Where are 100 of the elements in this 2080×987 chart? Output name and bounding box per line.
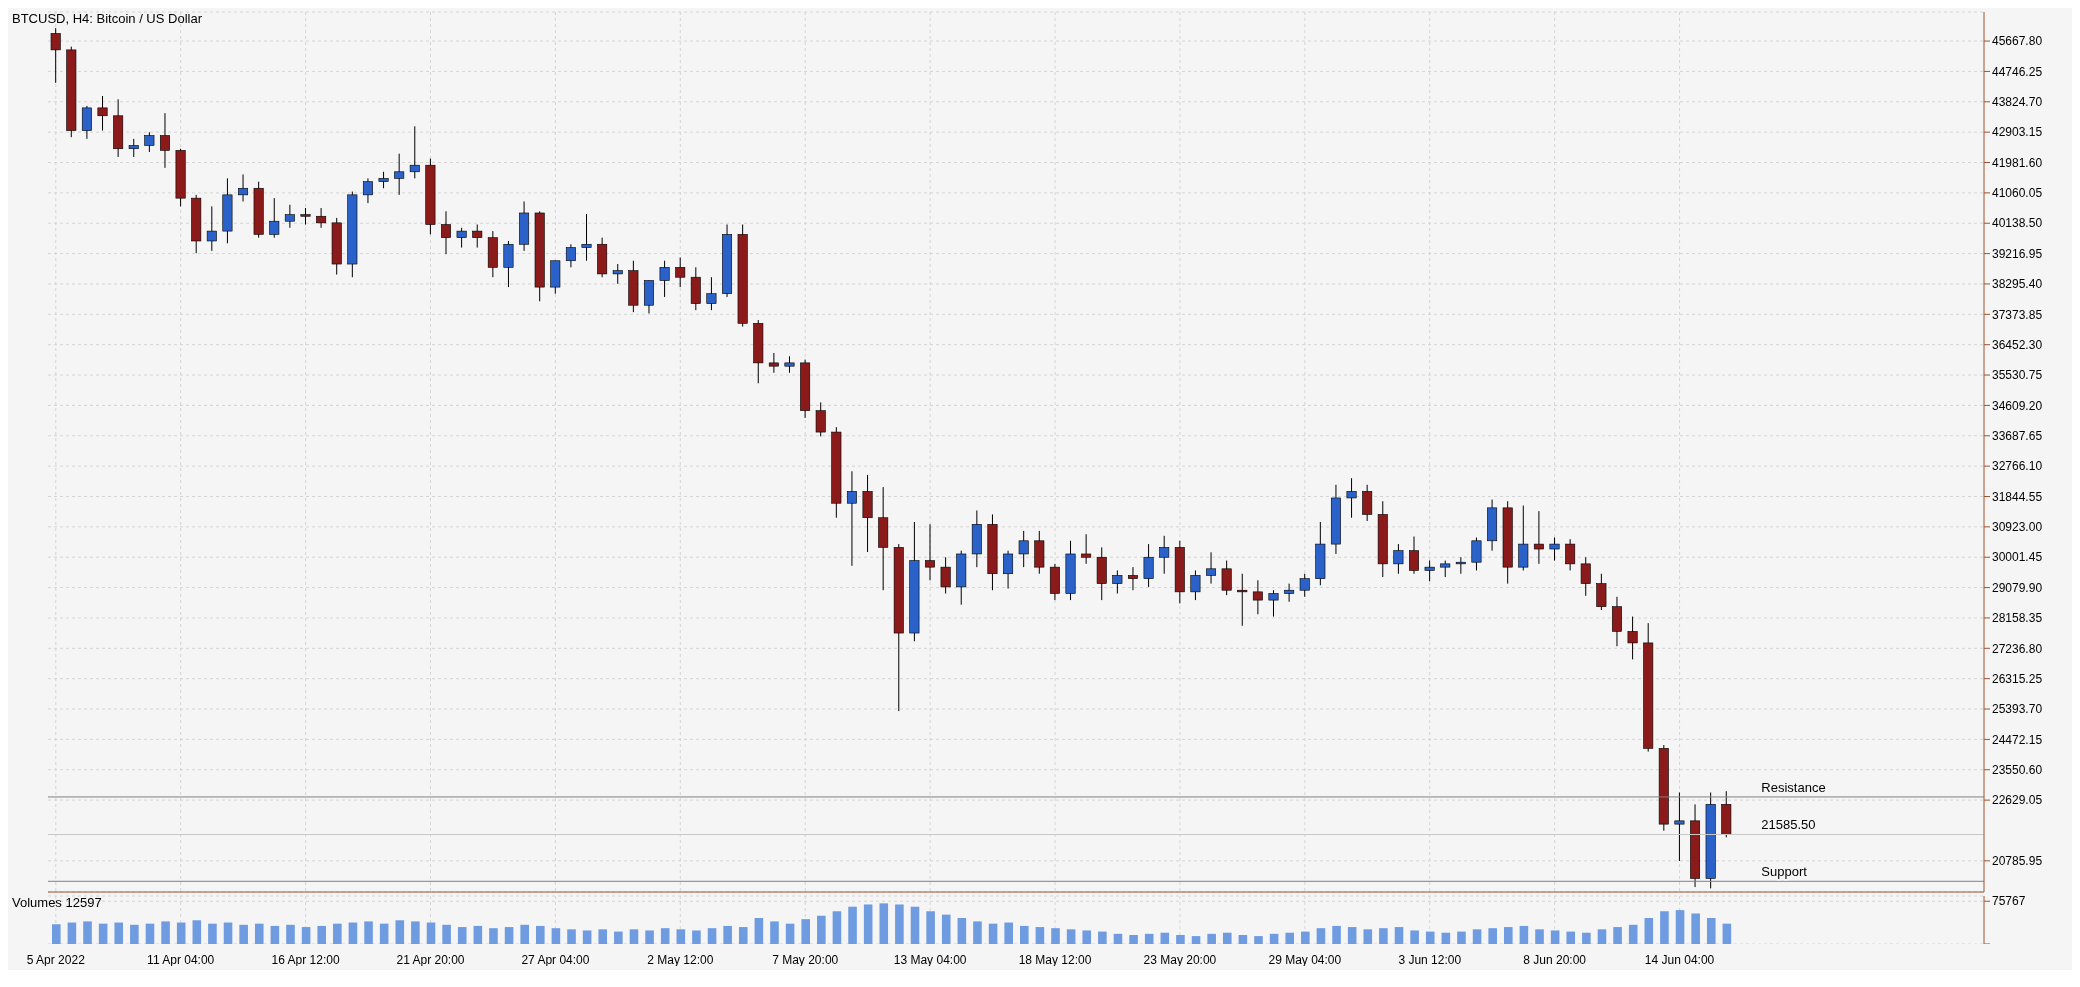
bar — [1394, 927, 1404, 944]
candlestick — [1159, 535, 1170, 575]
bar — [1332, 925, 1341, 944]
candlestick — [1143, 543, 1154, 588]
candlestick — [706, 276, 717, 311]
candlestick — [97, 95, 108, 132]
candlestick — [1424, 560, 1435, 582]
bar — [1488, 928, 1497, 944]
candlestick — [846, 470, 857, 567]
bar — [1597, 929, 1607, 944]
bar — [676, 929, 686, 944]
bar — [941, 914, 951, 944]
candlestick — [1284, 583, 1295, 603]
bar — [1660, 911, 1669, 944]
candlestick — [1299, 573, 1310, 598]
x-tick-label: 2 May 12:00 — [647, 953, 714, 967]
bar — [395, 920, 405, 944]
bar — [832, 911, 842, 944]
bar — [582, 930, 592, 944]
ref-line-label: 21585.50 — [1761, 817, 1816, 833]
bar — [1410, 930, 1419, 944]
candlestick — [1627, 616, 1638, 660]
bar — [1582, 932, 1591, 944]
y-tick-label: 37373.85 — [1992, 307, 2043, 322]
ref-line-label: Resistance — [1761, 779, 1826, 795]
y-tick-label: 25393.70 — [1992, 702, 2043, 717]
bar — [660, 928, 670, 944]
candlestick — [503, 240, 514, 288]
bar — [723, 925, 732, 944]
bar — [114, 922, 124, 944]
candlestick — [1518, 505, 1529, 571]
candlestick — [284, 204, 295, 229]
bar — [333, 923, 342, 944]
candlestick — [50, 27, 61, 84]
y-tick-label: 43824.70 — [1992, 95, 2043, 110]
y-tick-label: 33687.65 — [1992, 429, 2043, 444]
chart-title: Volumes 12597 — [12, 895, 102, 910]
candlestick — [238, 173, 249, 202]
bar — [83, 921, 92, 944]
bar — [598, 929, 608, 944]
candlestick — [81, 105, 92, 140]
candlestick — [1549, 537, 1560, 562]
x-tick-label: 23 May 20:00 — [1143, 953, 1217, 967]
y-tick-label: 32766.10 — [1992, 459, 2043, 474]
bar — [364, 921, 373, 944]
bar — [379, 923, 389, 944]
y-tick-label: 29079.90 — [1992, 580, 2043, 595]
bar — [1628, 924, 1638, 944]
bar — [692, 930, 701, 944]
candlestick — [612, 263, 623, 285]
bar — [1098, 931, 1107, 944]
bar — [707, 928, 717, 944]
bar — [1347, 927, 1357, 944]
bar — [1113, 933, 1123, 944]
bar — [411, 921, 420, 944]
y-tick-label: 41060.05 — [1992, 186, 2043, 201]
y-tick-label: 38295.40 — [1992, 277, 2043, 292]
candlestick — [581, 213, 592, 262]
bar — [1129, 934, 1138, 944]
bar — [770, 921, 779, 944]
bar — [1035, 927, 1045, 944]
candlestick — [394, 153, 405, 196]
y-tick-label: 75767 — [1992, 894, 2026, 909]
candlestick — [1206, 551, 1217, 585]
bar — [286, 924, 295, 944]
bar — [738, 927, 748, 944]
x-tick-label: 13 May 04:00 — [893, 953, 967, 967]
y-tick-label: 20785.95 — [1992, 854, 2043, 869]
candlestick — [940, 556, 951, 595]
y-tick-label: 26315.25 — [1992, 671, 2043, 686]
candlestick — [1081, 533, 1092, 565]
bar — [317, 925, 327, 944]
candlestick — [144, 131, 155, 153]
candlestick — [675, 256, 686, 288]
bar — [52, 924, 61, 944]
candlestick — [1127, 566, 1138, 591]
bar — [785, 923, 795, 944]
bar — [176, 922, 186, 944]
bar — [895, 904, 904, 944]
bar — [1535, 929, 1544, 944]
bar — [567, 929, 576, 944]
candlestick — [206, 205, 217, 252]
bar — [67, 922, 77, 944]
bar — [520, 924, 529, 944]
y-tick-label: 44746.25 — [1992, 64, 2043, 79]
bar — [192, 920, 202, 944]
bar — [848, 906, 857, 944]
bar — [1207, 933, 1216, 944]
y-tick-label: 22629.05 — [1992, 793, 2043, 808]
bar — [1691, 913, 1700, 944]
candlestick — [815, 401, 826, 437]
ref-line-label: Support — [1761, 864, 1808, 880]
y-tick-label: 30923.00 — [1992, 520, 2043, 535]
bar — [629, 929, 639, 944]
bar — [863, 904, 873, 944]
x-tick-label: 27 Apr 04:00 — [521, 953, 590, 967]
bar — [130, 924, 139, 944]
y-tick-label: 34609.20 — [1992, 398, 2043, 413]
bar — [504, 927, 514, 944]
candlestick — [456, 227, 467, 249]
